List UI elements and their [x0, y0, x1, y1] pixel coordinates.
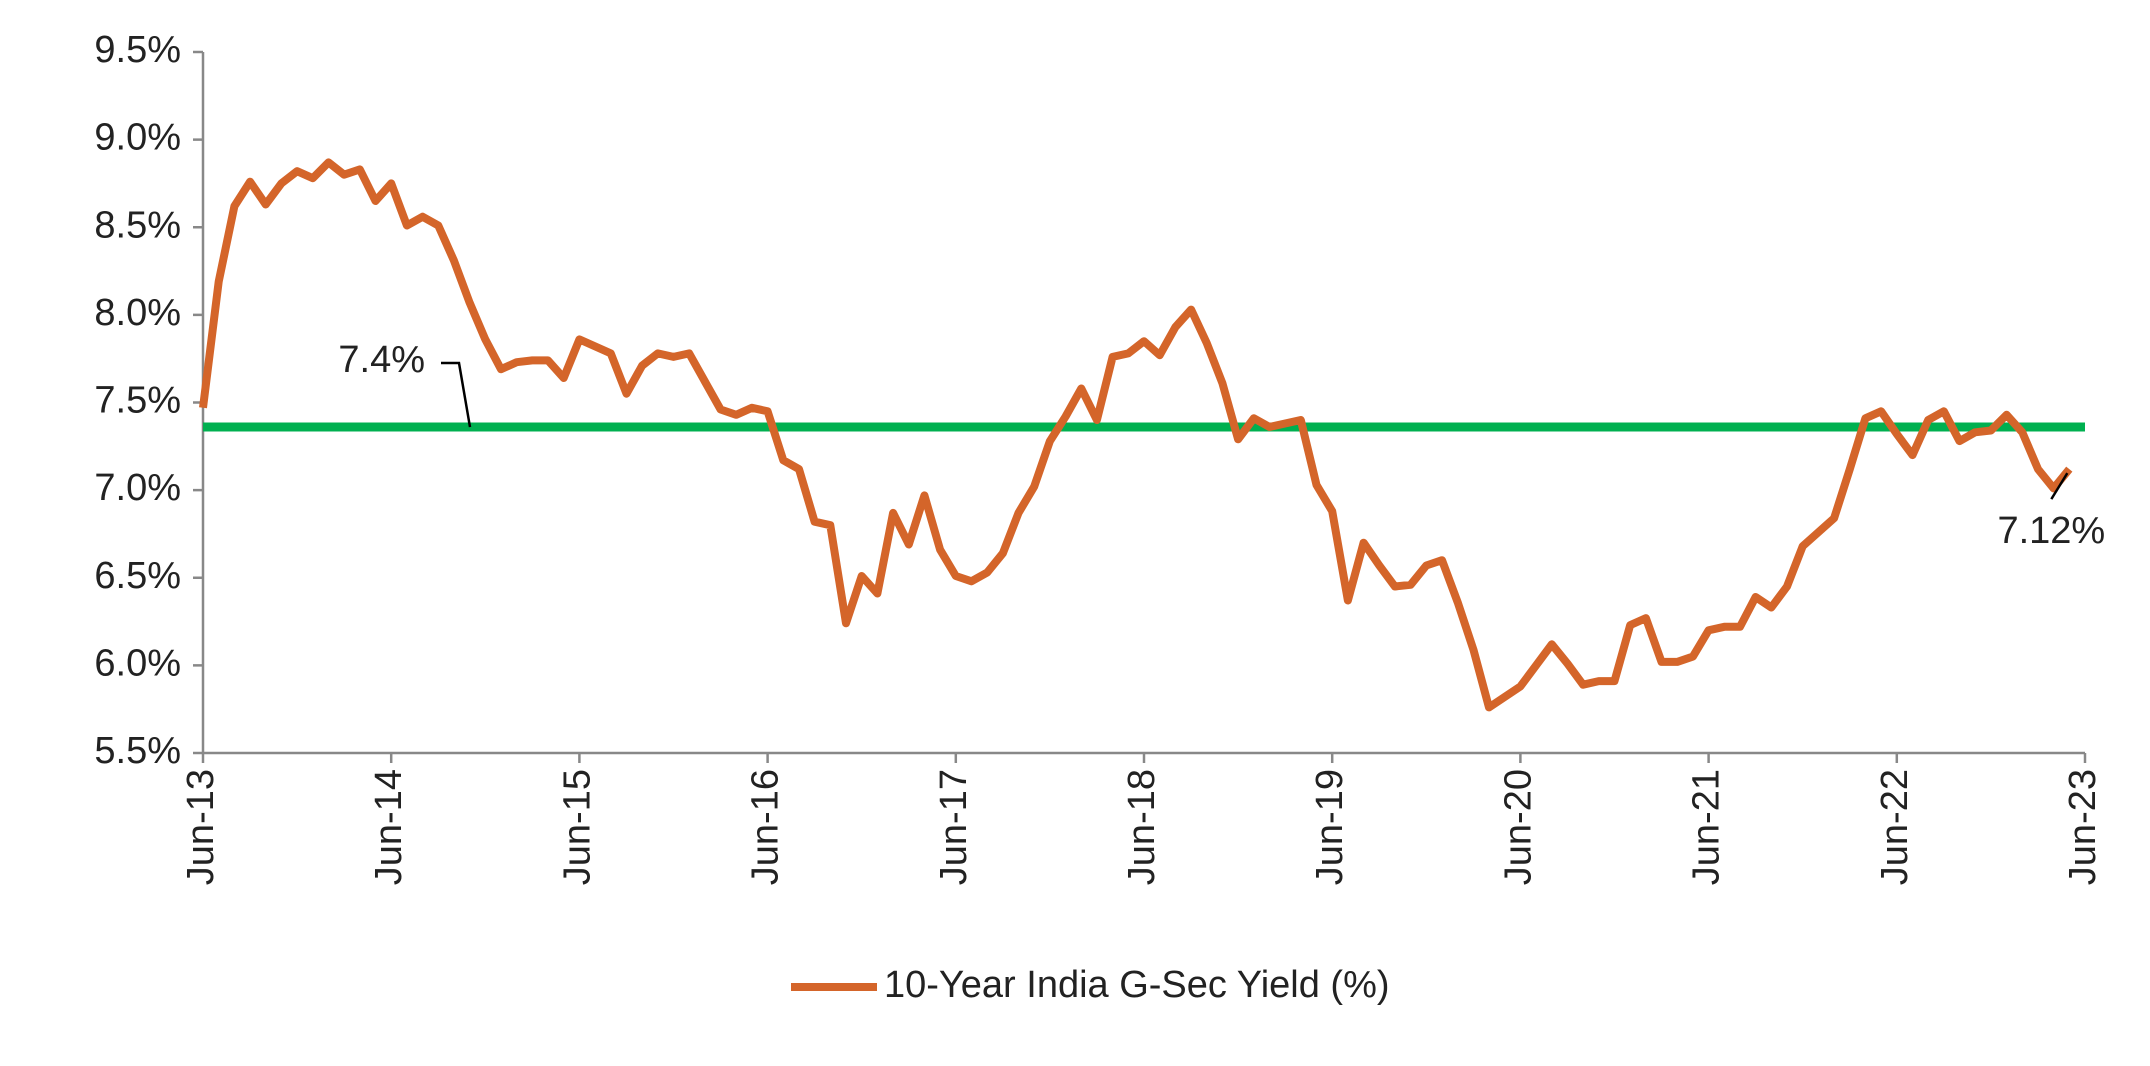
end-label: 7.12% [1997, 510, 2105, 552]
reference-label: 7.4% [338, 339, 425, 381]
reference-leader [441, 361, 472, 428]
y-tick-label: 6.5% [94, 555, 181, 597]
x-tick-label: Jun-22 [1874, 769, 1916, 885]
y-tick-label: 9.5% [94, 29, 181, 71]
x-tick-label: Jun-21 [1686, 769, 1728, 885]
x-tick-label: Jun-14 [368, 769, 410, 885]
y-tick-label: 9.0% [94, 117, 181, 159]
x-tick-label: Jun-19 [1309, 769, 1351, 885]
end-leader [2050, 472, 2069, 500]
x-tick-label: Jun-20 [1497, 769, 1539, 885]
x-tick-label: Jun-17 [933, 769, 975, 885]
y-tick-label: 5.5% [94, 730, 181, 772]
y-tick-label: 8.0% [94, 292, 181, 334]
y-tick-label: 7.0% [94, 467, 181, 509]
y-tick-label: 8.5% [94, 204, 181, 246]
x-tick-label: Jun-18 [1121, 769, 1163, 885]
x-tick-label: Jun-23 [2062, 769, 2104, 885]
legend-label: 10-Year India G-Sec Yield (%) [884, 964, 1390, 1006]
y-tick-label: 6.0% [94, 642, 181, 684]
x-tick-label: Jun-16 [745, 769, 787, 885]
y-tick-label: 7.5% [94, 380, 181, 422]
x-tick-label: Jun-13 [180, 769, 222, 885]
data-line [199, 158, 2073, 712]
x-tick-label: Jun-15 [556, 769, 598, 885]
